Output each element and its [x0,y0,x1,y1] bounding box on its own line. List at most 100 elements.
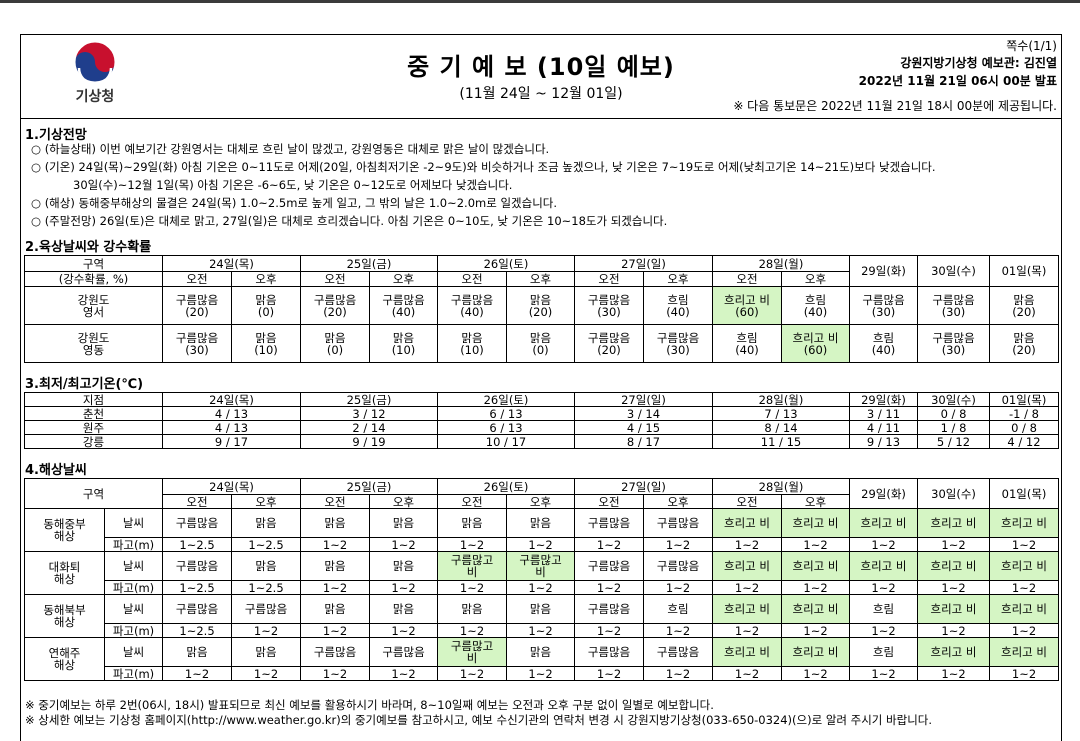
marine-wave-cell: 1~2 [437,666,508,681]
station-name: 강릉 [24,434,163,449]
forecaster-line: 강원지방기상청 예보관: 김진열 [900,56,1057,70]
land-corner-bottom: (강수확률, %) [24,271,163,287]
land-day-header: 24일(목) [162,255,301,272]
land-cell: 흐림 (40) [712,324,782,363]
marine-weather-cell: 흐리고 비 [917,637,991,667]
marine-day-header: 01일(목) [989,478,1060,509]
land-row-yeongdong: 강원도 영동 구름많음 (30) 맑음 (10) 맑음 (0) 맑음 (10) 맑음 (10… [24,324,1059,363]
marine-zone-label: 대화퇴 해상 [24,551,105,595]
temp-cell: 11 / 15 [712,434,850,449]
marine-wave-cell: 1~2 [574,537,645,552]
temp-cell: 3 / 12 [300,406,438,421]
taeguk-emblem-icon [74,41,116,84]
temp-cell: 9 / 17 [162,434,301,449]
pm-header: 오후 [506,494,576,509]
am-header: 오전 [574,271,644,287]
next-notice: ※ 다음 통보문은 2022년 11월 21일 18시 00분에 제공됩니다. [733,99,1057,113]
temp-cell: 4 / 12 [989,434,1059,449]
marine-weather-cell: 맑음 [231,551,302,581]
marine-weather-cell: 흐리고 비 [712,637,783,667]
marine-weather-cell: 맑음 [506,594,576,624]
marine-weather-cell: 구름많음 [574,594,645,624]
temp-cell: 2 / 14 [300,420,438,435]
marine-wave-cell: 1~2 [712,666,783,681]
marine-day-header: 26일(토) [437,478,576,495]
marine-weather-cell: 흐리고 비 [712,594,783,624]
marine-weather-cell: 맑음 [369,594,439,624]
marine-weather-cell: 맑음 [300,508,371,538]
marine-weather-row: 동해중부 해상 날씨 구름많음 맑음 맑음 맑음 맑음 맑음 구름많음 구름많음 흐리고 비 흐리고 비… [24,508,1060,552]
temp-cell: 5 / 12 [917,434,990,449]
marine-wave-cell: 1~2 [712,623,783,638]
marine-weather-cell: 흐리고 비 [917,508,991,538]
footnote-1: ※ 중기예보는 하루 2번(06시, 18시) 발표되므로 최신 예보를 활용하… [25,698,714,712]
pm-header: 오후 [231,494,302,509]
marine-wave-cell: 1~2 [849,666,919,681]
marine-wave-cell: 1~2 [917,666,991,681]
marine-weather-cell: 맑음 [506,508,576,538]
marine-wave-cell: 1~2 [231,623,302,638]
logo-wordmark: 기상청 [75,89,115,105]
marine-wave-cell: 1~2 [574,666,645,681]
marine-wave-row: 파고(m) 1~2.5 1~2 1~2 1~2 1~2 1~2 1~2 1~2 1~2 1~2 1~2… [25,623,1060,638]
land-day-header: 30일(수) [917,255,990,287]
pm-header: 오후 [781,271,850,287]
marine-weather-cell: 맑음 [162,637,233,667]
am-header: 오전 [437,271,507,287]
marine-zone-label: 연해주 해상 [24,637,105,681]
land-cell: 흐리고 비 (60) [712,286,782,325]
marine-corner: 구역 [23,478,164,509]
marine-wave-cell: 1~2 [712,537,783,552]
marine-wave-cell: 1~2 [300,623,371,638]
issued-time: 2022년 11월 21일 06시 00분 발표 [858,74,1057,88]
pm-header: 오후 [643,271,713,287]
marine-wave-cell: 1~2 [437,580,508,595]
footnote-2: ※ 상세한 예보는 기상청 홈페이지(http://www.weather.go… [25,713,933,727]
marine-weather-cell: 맑음 [369,551,439,581]
marine-wave-cell: 1~2 [574,580,645,595]
am-header: 오전 [574,494,645,509]
land-cell: 흐림 (40) [781,286,850,325]
wave-label: 파고(m) [103,666,164,681]
marine-weather-cell: 구름많음 [231,594,302,624]
outlook-temp-cont: 30일(수)~12월 1일(목) 아침 기온은 -6~6도, 낮 기온은 0~1… [73,178,513,192]
marine-wave-cell: 1~2 [849,537,919,552]
temp-cell: 0 / 8 [989,420,1059,435]
land-cell: 구름많음 (40) [369,286,438,325]
marine-wave-cell: 1~2.5 [231,537,302,552]
temp-cell: 4 / 13 [162,406,301,421]
land-cell: 맑음 (20) [989,286,1059,325]
marine-zone-label: 동해중부 해상 [24,508,105,552]
marine-wave-cell: 1~2 [369,580,439,595]
am-header: 오전 [712,494,783,509]
marine-weather-cell: 구름많음 [162,594,233,624]
land-cell: 구름많음 (30) [574,286,644,325]
section-temp-heading: 3.최저/최고기온(℃) [25,377,144,392]
marine-day-header: 30일(수) [917,478,991,509]
temp-cell: 4 / 13 [162,420,301,435]
temp-cell: 7 / 13 [712,406,850,421]
marine-weather-cell: 맑음 [369,508,439,538]
forecast-document: 기상청 중 기 예 보 (10일 예보) (11월 24일 ~ 12월 01일)… [20,34,1062,741]
marine-weather-cell: 구름많고 비 [506,551,576,581]
marine-weather-row: 연해주 해상 날씨 맑음 맑음 구름많음 구름많음 구름많고 비 맑음 구름많음 구름많음 흐리고 비… [24,637,1060,681]
page-title: 중 기 예 보 (10일 예보) [407,53,675,81]
temp-cell: 3 / 14 [574,406,713,421]
marine-wave-cell: 1~2 [781,623,851,638]
marine-day-header: 25일(금) [300,478,439,495]
land-cell: 구름많음 (30) [917,286,990,325]
marine-weather-cell: 구름많음 [643,637,714,667]
land-day-header: 01일(목) [989,255,1059,287]
station-name: 춘천 [24,406,163,421]
marine-wave-cell: 1~2 [437,537,508,552]
wave-label: 파고(m) [103,537,164,552]
land-day-header: 26일(토) [437,255,575,272]
temp-cell: 9 / 19 [300,434,438,449]
land-cell: 구름많음 (20) [574,324,644,363]
land-day-header: 28일(월) [712,255,850,272]
marine-wave-cell: 1~2 [712,580,783,595]
temp-day-header: 30일(수) [917,392,990,407]
temp-row-chuncheon: 춘천 4 / 13 3 / 12 6 / 13 3 / 14 7 / 13 3 … [24,406,1059,421]
temp-cell: 10 / 17 [437,434,575,449]
land-cell: 구름많음 (30) [162,324,232,363]
